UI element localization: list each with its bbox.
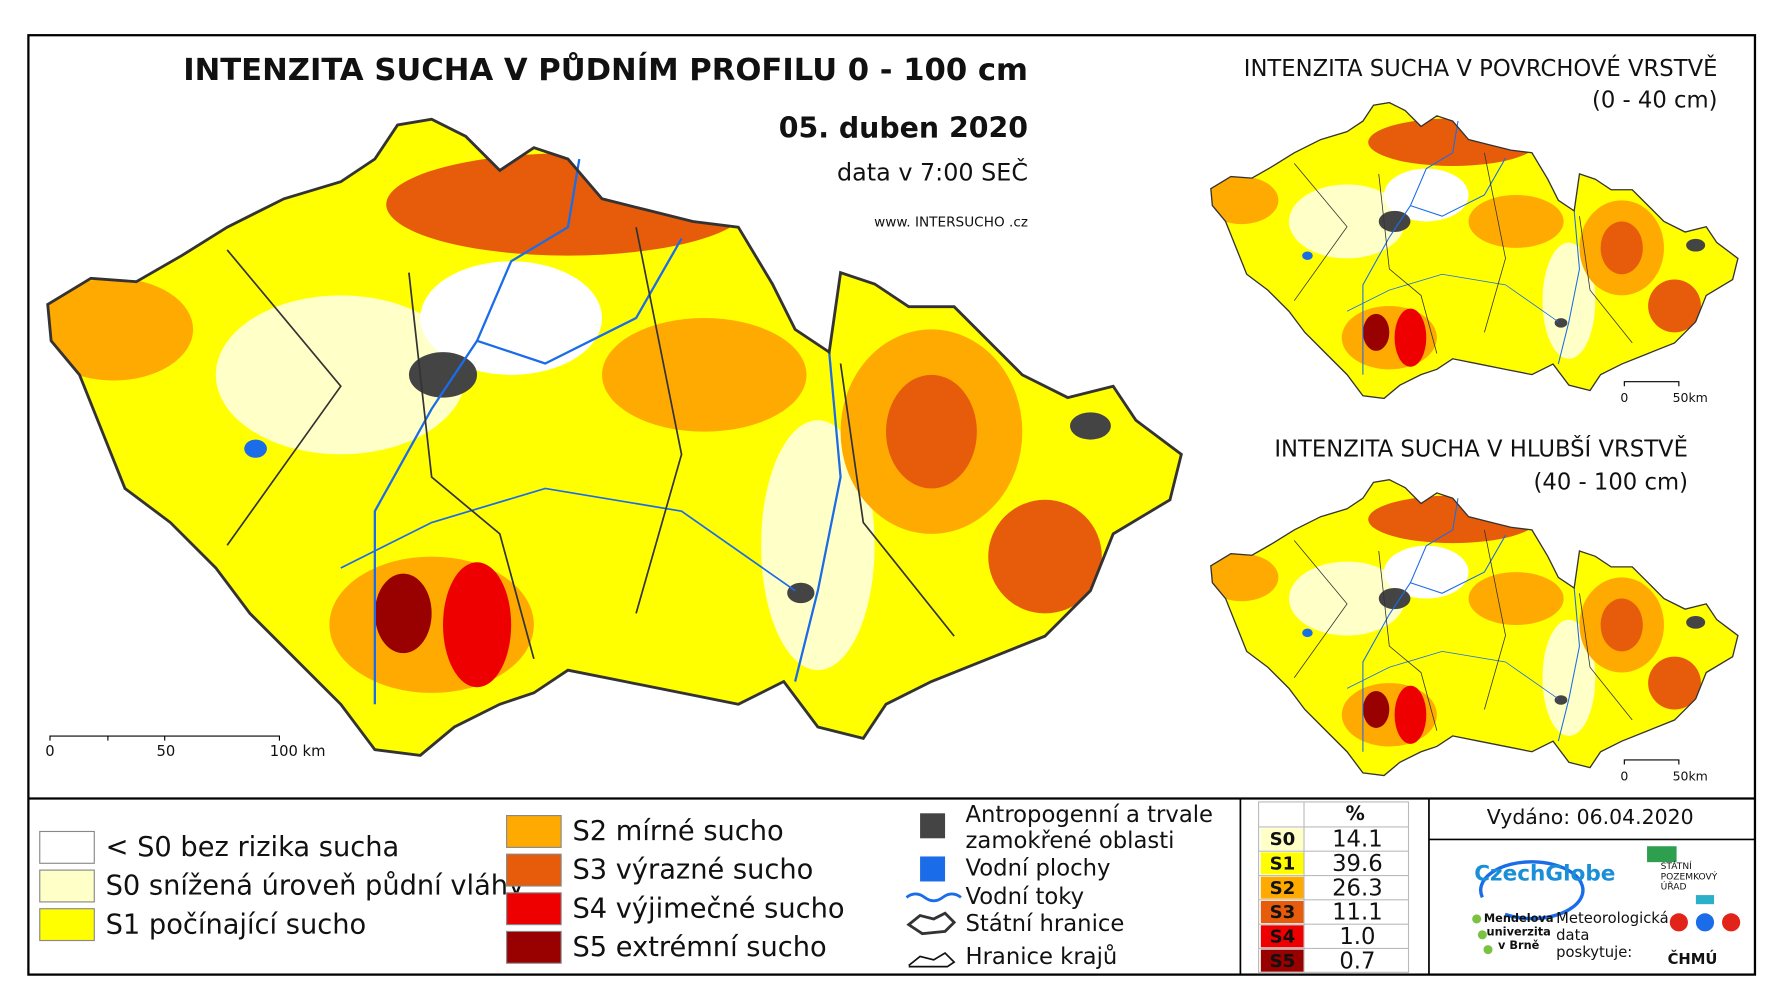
scale-label: 50km: [1673, 768, 1708, 783]
legend-label: Státní hranice: [966, 911, 1125, 937]
logo: [1695, 913, 1715, 932]
credit-text: data: [1556, 927, 1589, 944]
deep-depth: (40 - 100 cm): [1534, 469, 1688, 495]
class-label: S5: [1270, 951, 1296, 972]
legend-label: < S0 bez rizika sucha: [106, 832, 400, 863]
class-label: S2: [1270, 878, 1296, 899]
issued: Vydáno: 06.04.2020: [1487, 805, 1694, 829]
logo-text: POZEMKOVÝ: [1661, 870, 1718, 882]
logo-text: univerzita: [1487, 925, 1551, 939]
scale-label: 0: [45, 743, 54, 760]
legend-label: S0 snížená úroveň půdní vláhy: [106, 871, 525, 902]
table-border: [1258, 801, 1410, 973]
website: www. INTERSUCHO .cz: [874, 215, 1028, 231]
legend-swatch: [39, 869, 95, 903]
legend-icon: [920, 856, 946, 882]
legend-label: S3 výrazné sucho: [572, 855, 813, 886]
legend-label: Vodní plochy: [966, 855, 1111, 881]
legend-swatch: [506, 930, 562, 964]
logo: [1647, 846, 1677, 863]
legend-label: Antropogenní a trvale: [966, 802, 1214, 828]
class-cell: [1260, 900, 1305, 924]
scale-label: 0: [1620, 768, 1628, 783]
percent-value: 14.1: [1332, 827, 1383, 853]
logo: [1669, 913, 1688, 932]
scale-label: 100 km: [270, 743, 326, 760]
class-cell: [1260, 925, 1305, 948]
logo: [1472, 914, 1482, 924]
legend-swatch: [506, 815, 562, 848]
percent-value: 11.1: [1332, 900, 1383, 926]
class-cell: [1260, 852, 1305, 875]
credit-text: poskytuje:: [1556, 944, 1632, 961]
class-cell: [1260, 876, 1305, 899]
surface-title: INTENZITA SUCHA V POVRCHOVÉ VRSTVĚ: [1244, 54, 1718, 82]
logo-text: ČHMÚ: [1668, 950, 1718, 968]
percent-value: 39.6: [1332, 851, 1383, 877]
legend-label: S4 výjimečné sucho: [572, 893, 844, 924]
class-label: S1: [1270, 854, 1296, 875]
class-label: S3: [1270, 902, 1296, 923]
logo: [1695, 895, 1715, 905]
percent-value: 0.7: [1339, 948, 1375, 974]
logo: [1477, 930, 1487, 940]
logo: [1479, 860, 1585, 921]
time: data v 7:00 SEČ: [837, 158, 1028, 186]
legend-icon: [906, 911, 957, 936]
legend-label: Hranice krajů: [966, 943, 1118, 970]
scale-label: 50: [156, 743, 175, 760]
scale-bar: [1623, 759, 1680, 765]
scale-label: 50km: [1673, 390, 1708, 405]
logo-text: ÚŘAD: [1661, 881, 1687, 893]
class-label: S0: [1270, 829, 1296, 850]
percent-value: 1.0: [1339, 924, 1375, 950]
logo-text: v Brně: [1498, 938, 1540, 952]
legend-swatch: [39, 830, 95, 864]
legend-swatch: [39, 908, 95, 942]
table-header: %: [1345, 802, 1364, 825]
logo-text: STÁTNÍ: [1661, 860, 1692, 872]
surface-depth: (0 - 40 cm): [1592, 88, 1718, 114]
legend-swatch: [506, 892, 562, 926]
legend-icon: [920, 813, 946, 839]
logo-text: CzechGlobe: [1474, 862, 1615, 887]
date: 05. duben 2020: [779, 111, 1028, 144]
main-title: INTENZITA SUCHA V PŮDNÍM PROFILU 0 - 100…: [183, 51, 1028, 88]
class-label: S4: [1270, 926, 1296, 947]
legend-label: zamokřené oblasti: [966, 828, 1175, 854]
legend-label: S2 mírné sucho: [572, 816, 783, 847]
class-cell: [1260, 828, 1305, 851]
legend-icon: [908, 951, 956, 968]
credit-text: Meteorologická: [1556, 910, 1668, 927]
logo-text: Mendelova: [1484, 911, 1554, 925]
legend-icon: [905, 892, 962, 903]
percent-value: 26.3: [1332, 875, 1383, 901]
legend-swatch: [506, 853, 562, 887]
class-cell: [1260, 949, 1305, 972]
legend-label: S1 počínající sucho: [106, 909, 367, 940]
logo: [1722, 913, 1741, 932]
scale-bar: [1623, 381, 1680, 387]
legend-label: Vodní toky: [966, 884, 1085, 910]
logo: [1483, 945, 1493, 955]
legend-label: S5 extrémní sucho: [572, 932, 826, 963]
deep-title: INTENZITA SUCHA V HLUBŠÍ VRSTVĚ: [1274, 434, 1688, 462]
scale-label: 0: [1620, 390, 1628, 405]
